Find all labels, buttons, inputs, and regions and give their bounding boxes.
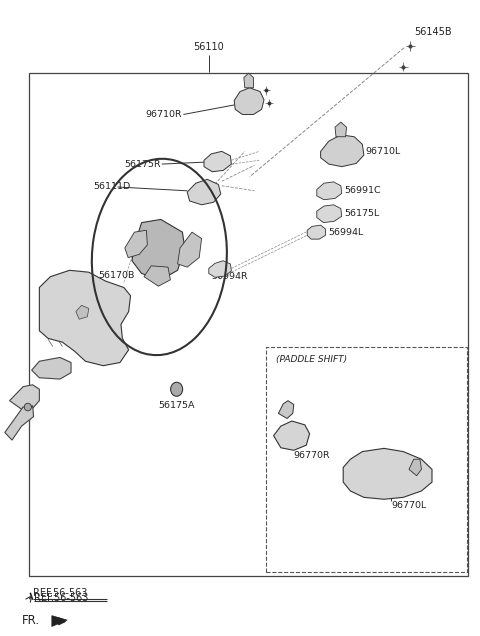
Polygon shape — [187, 179, 221, 205]
Text: REF.56-563: REF.56-563 — [34, 593, 88, 603]
Polygon shape — [321, 135, 364, 167]
Polygon shape — [317, 205, 342, 223]
Text: 56110: 56110 — [193, 42, 224, 52]
Polygon shape — [125, 230, 147, 258]
Text: 96770R: 96770R — [294, 451, 330, 460]
Polygon shape — [5, 406, 34, 440]
Text: REF.56-563: REF.56-563 — [33, 588, 87, 598]
Polygon shape — [132, 219, 185, 280]
Polygon shape — [209, 261, 231, 277]
Text: 56175R: 56175R — [124, 160, 161, 169]
Polygon shape — [343, 448, 432, 499]
Polygon shape — [335, 122, 347, 137]
Bar — [266, 347, 467, 572]
Polygon shape — [39, 270, 131, 366]
Polygon shape — [10, 385, 39, 410]
Text: (PADDLE SHIFT): (PADDLE SHIFT) — [276, 355, 347, 364]
Polygon shape — [234, 88, 264, 114]
Polygon shape — [409, 459, 421, 476]
Text: 56170B: 56170B — [98, 271, 135, 280]
Polygon shape — [144, 266, 170, 286]
Text: FR.: FR. — [22, 614, 40, 626]
Ellipse shape — [24, 403, 31, 411]
Polygon shape — [52, 616, 67, 626]
Text: 96710L: 96710L — [366, 147, 401, 156]
Text: 56994R: 56994R — [211, 272, 248, 281]
Polygon shape — [244, 73, 253, 88]
Polygon shape — [307, 225, 325, 239]
Text: 56111D: 56111D — [94, 183, 131, 191]
Polygon shape — [274, 421, 310, 450]
Text: 56994L: 56994L — [328, 228, 363, 237]
Bar — [29, 73, 468, 576]
Text: 56991C: 56991C — [345, 186, 381, 195]
Polygon shape — [32, 357, 71, 379]
Text: 96770L: 96770L — [391, 501, 426, 510]
Polygon shape — [317, 182, 342, 200]
Text: 56145B: 56145B — [414, 27, 451, 37]
Polygon shape — [278, 401, 294, 418]
Ellipse shape — [171, 382, 182, 396]
Text: 96710R: 96710R — [146, 110, 182, 119]
Polygon shape — [204, 151, 231, 172]
Text: 56175L: 56175L — [345, 209, 380, 218]
Polygon shape — [178, 232, 202, 267]
Polygon shape — [76, 305, 89, 319]
Text: 56175A: 56175A — [158, 401, 195, 410]
